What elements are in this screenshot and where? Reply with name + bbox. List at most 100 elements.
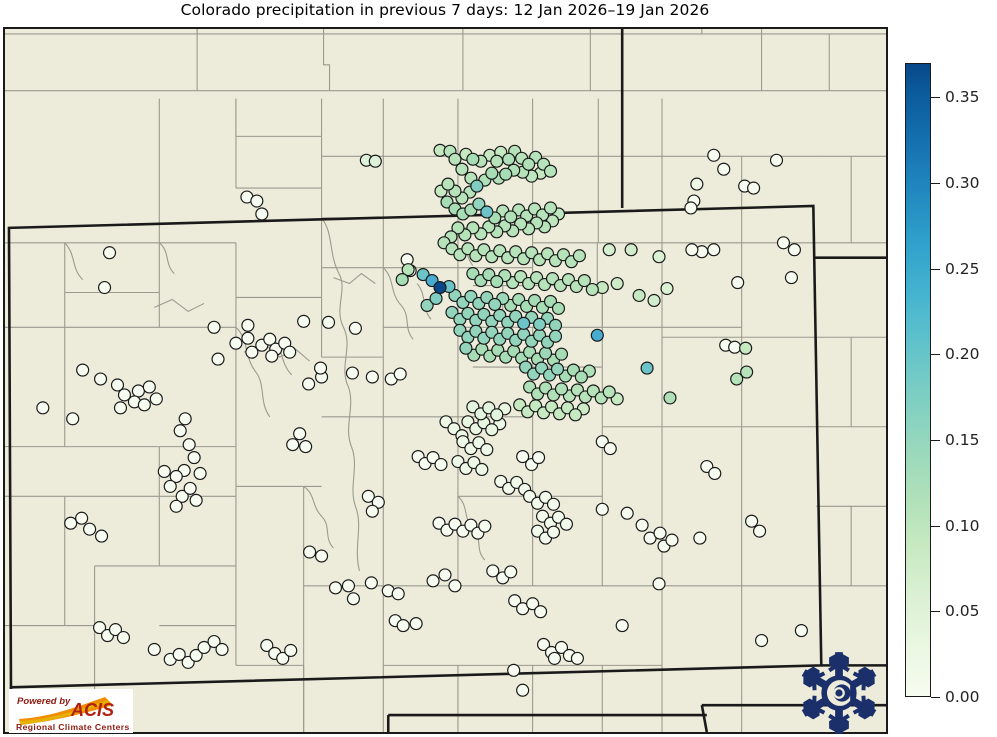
station-point — [559, 517, 574, 531]
station-point — [348, 321, 362, 335]
colorbar-gradient — [906, 64, 930, 696]
station-point — [603, 442, 617, 456]
station-point — [485, 166, 499, 180]
station-point — [652, 250, 666, 264]
station-point — [488, 297, 502, 311]
station-point — [554, 382, 569, 396]
station-point — [255, 207, 269, 221]
station-point — [602, 385, 616, 399]
station-point — [36, 401, 50, 415]
station-point — [245, 345, 259, 359]
station-point — [173, 424, 187, 438]
station-point — [610, 276, 624, 291]
station-point — [364, 576, 378, 590]
colorbar-tick-mark — [931, 439, 940, 441]
station-point — [137, 398, 151, 412]
station-point — [794, 624, 808, 638]
station-point — [391, 587, 405, 601]
station-point — [416, 268, 430, 282]
station-point — [663, 391, 677, 405]
station-point — [459, 341, 473, 355]
station-point — [574, 370, 588, 384]
station-point — [620, 506, 634, 520]
acis-subtitle: Regional Climate Centers — [16, 722, 130, 732]
station-point — [197, 640, 211, 655]
station-point — [328, 581, 343, 595]
station-point — [346, 592, 360, 606]
map-plot-area — [3, 27, 888, 734]
station-point — [590, 328, 604, 342]
station-point — [546, 497, 561, 511]
station-point — [490, 154, 504, 168]
station-point — [685, 243, 699, 257]
station-point — [543, 201, 558, 215]
station-point — [241, 331, 255, 345]
station-point — [94, 529, 109, 543]
station-point — [508, 594, 522, 608]
station-point — [499, 167, 513, 181]
acis-logo: Powered by ACIS Regional Climate Centers — [9, 689, 133, 733]
station-point — [693, 531, 707, 545]
station-point — [395, 273, 409, 287]
station-point — [175, 489, 189, 503]
station-point — [448, 152, 462, 166]
station-point — [149, 392, 163, 406]
station-point — [426, 574, 440, 588]
station-point — [396, 619, 410, 633]
station-point — [585, 282, 599, 297]
station-point — [420, 298, 434, 312]
station-point — [451, 221, 465, 235]
station-point — [466, 152, 480, 166]
station-point — [784, 271, 798, 285]
station-point — [207, 320, 221, 334]
station-point — [438, 568, 452, 582]
station-point — [526, 597, 540, 611]
station-point — [172, 647, 186, 662]
colorbar-tick-label: 0.20 — [945, 345, 980, 364]
station-point — [229, 336, 243, 350]
station-point — [485, 423, 499, 437]
station-point — [472, 197, 486, 211]
station-point — [478, 519, 492, 533]
colorbar-tick-mark — [931, 525, 940, 527]
station-point — [475, 462, 489, 477]
station-point — [97, 280, 112, 295]
station-point — [480, 205, 494, 219]
station-point — [624, 243, 638, 257]
station-point — [283, 345, 297, 359]
station-point — [577, 274, 591, 288]
acis-swoosh — [19, 697, 113, 725]
colorbar-tick-mark — [931, 611, 940, 613]
station-point — [108, 623, 123, 637]
station-point — [570, 651, 584, 665]
station-point — [178, 412, 192, 426]
station-point — [313, 361, 328, 375]
station-point — [83, 522, 97, 536]
station-point — [538, 346, 553, 360]
station-point — [182, 438, 196, 452]
station-point — [470, 179, 484, 193]
station-point — [147, 642, 161, 657]
station-point — [448, 579, 462, 593]
station-point — [572, 249, 586, 263]
station-point — [321, 315, 336, 329]
station-point — [434, 457, 448, 472]
station-point — [551, 301, 566, 315]
station-point — [169, 469, 183, 484]
station-point — [113, 401, 128, 415]
station-points-layer — [36, 143, 808, 697]
station-point — [615, 619, 629, 633]
station-point — [595, 502, 609, 516]
station-point — [504, 565, 518, 579]
station-point — [490, 275, 504, 289]
station-point — [717, 162, 731, 176]
station-point — [345, 366, 359, 380]
station-point — [409, 617, 423, 631]
station-point — [93, 621, 107, 635]
station-point — [507, 663, 521, 677]
colorado-climate-center-snowflake-icon — [796, 650, 882, 736]
station-point — [361, 489, 375, 503]
station-point — [517, 316, 531, 330]
station-point — [433, 280, 447, 295]
station-point — [708, 466, 722, 481]
